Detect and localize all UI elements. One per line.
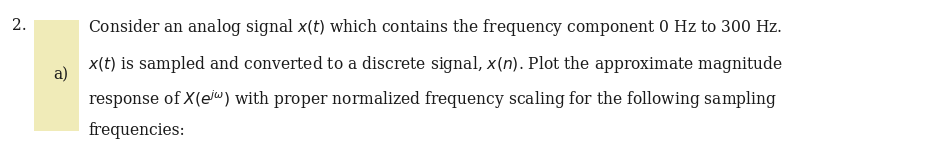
Text: response of $X(e^{j\omega})$ with proper normalized frequency scaling for the fo: response of $X(e^{j\omega})$ with proper… (88, 88, 777, 111)
Text: 2.: 2. (12, 17, 27, 34)
Text: Consider an analog signal $x(t)$ which contains the frequency component 0 Hz to : Consider an analog signal $x(t)$ which c… (88, 17, 782, 38)
Text: $x(t)$ is sampled and converted to a discrete signal, $x(n)$. Plot the approxima: $x(t)$ is sampled and converted to a dis… (88, 54, 783, 75)
Text: frequencies:: frequencies: (88, 122, 184, 139)
FancyBboxPatch shape (34, 20, 79, 131)
Text: a): a) (54, 67, 69, 84)
